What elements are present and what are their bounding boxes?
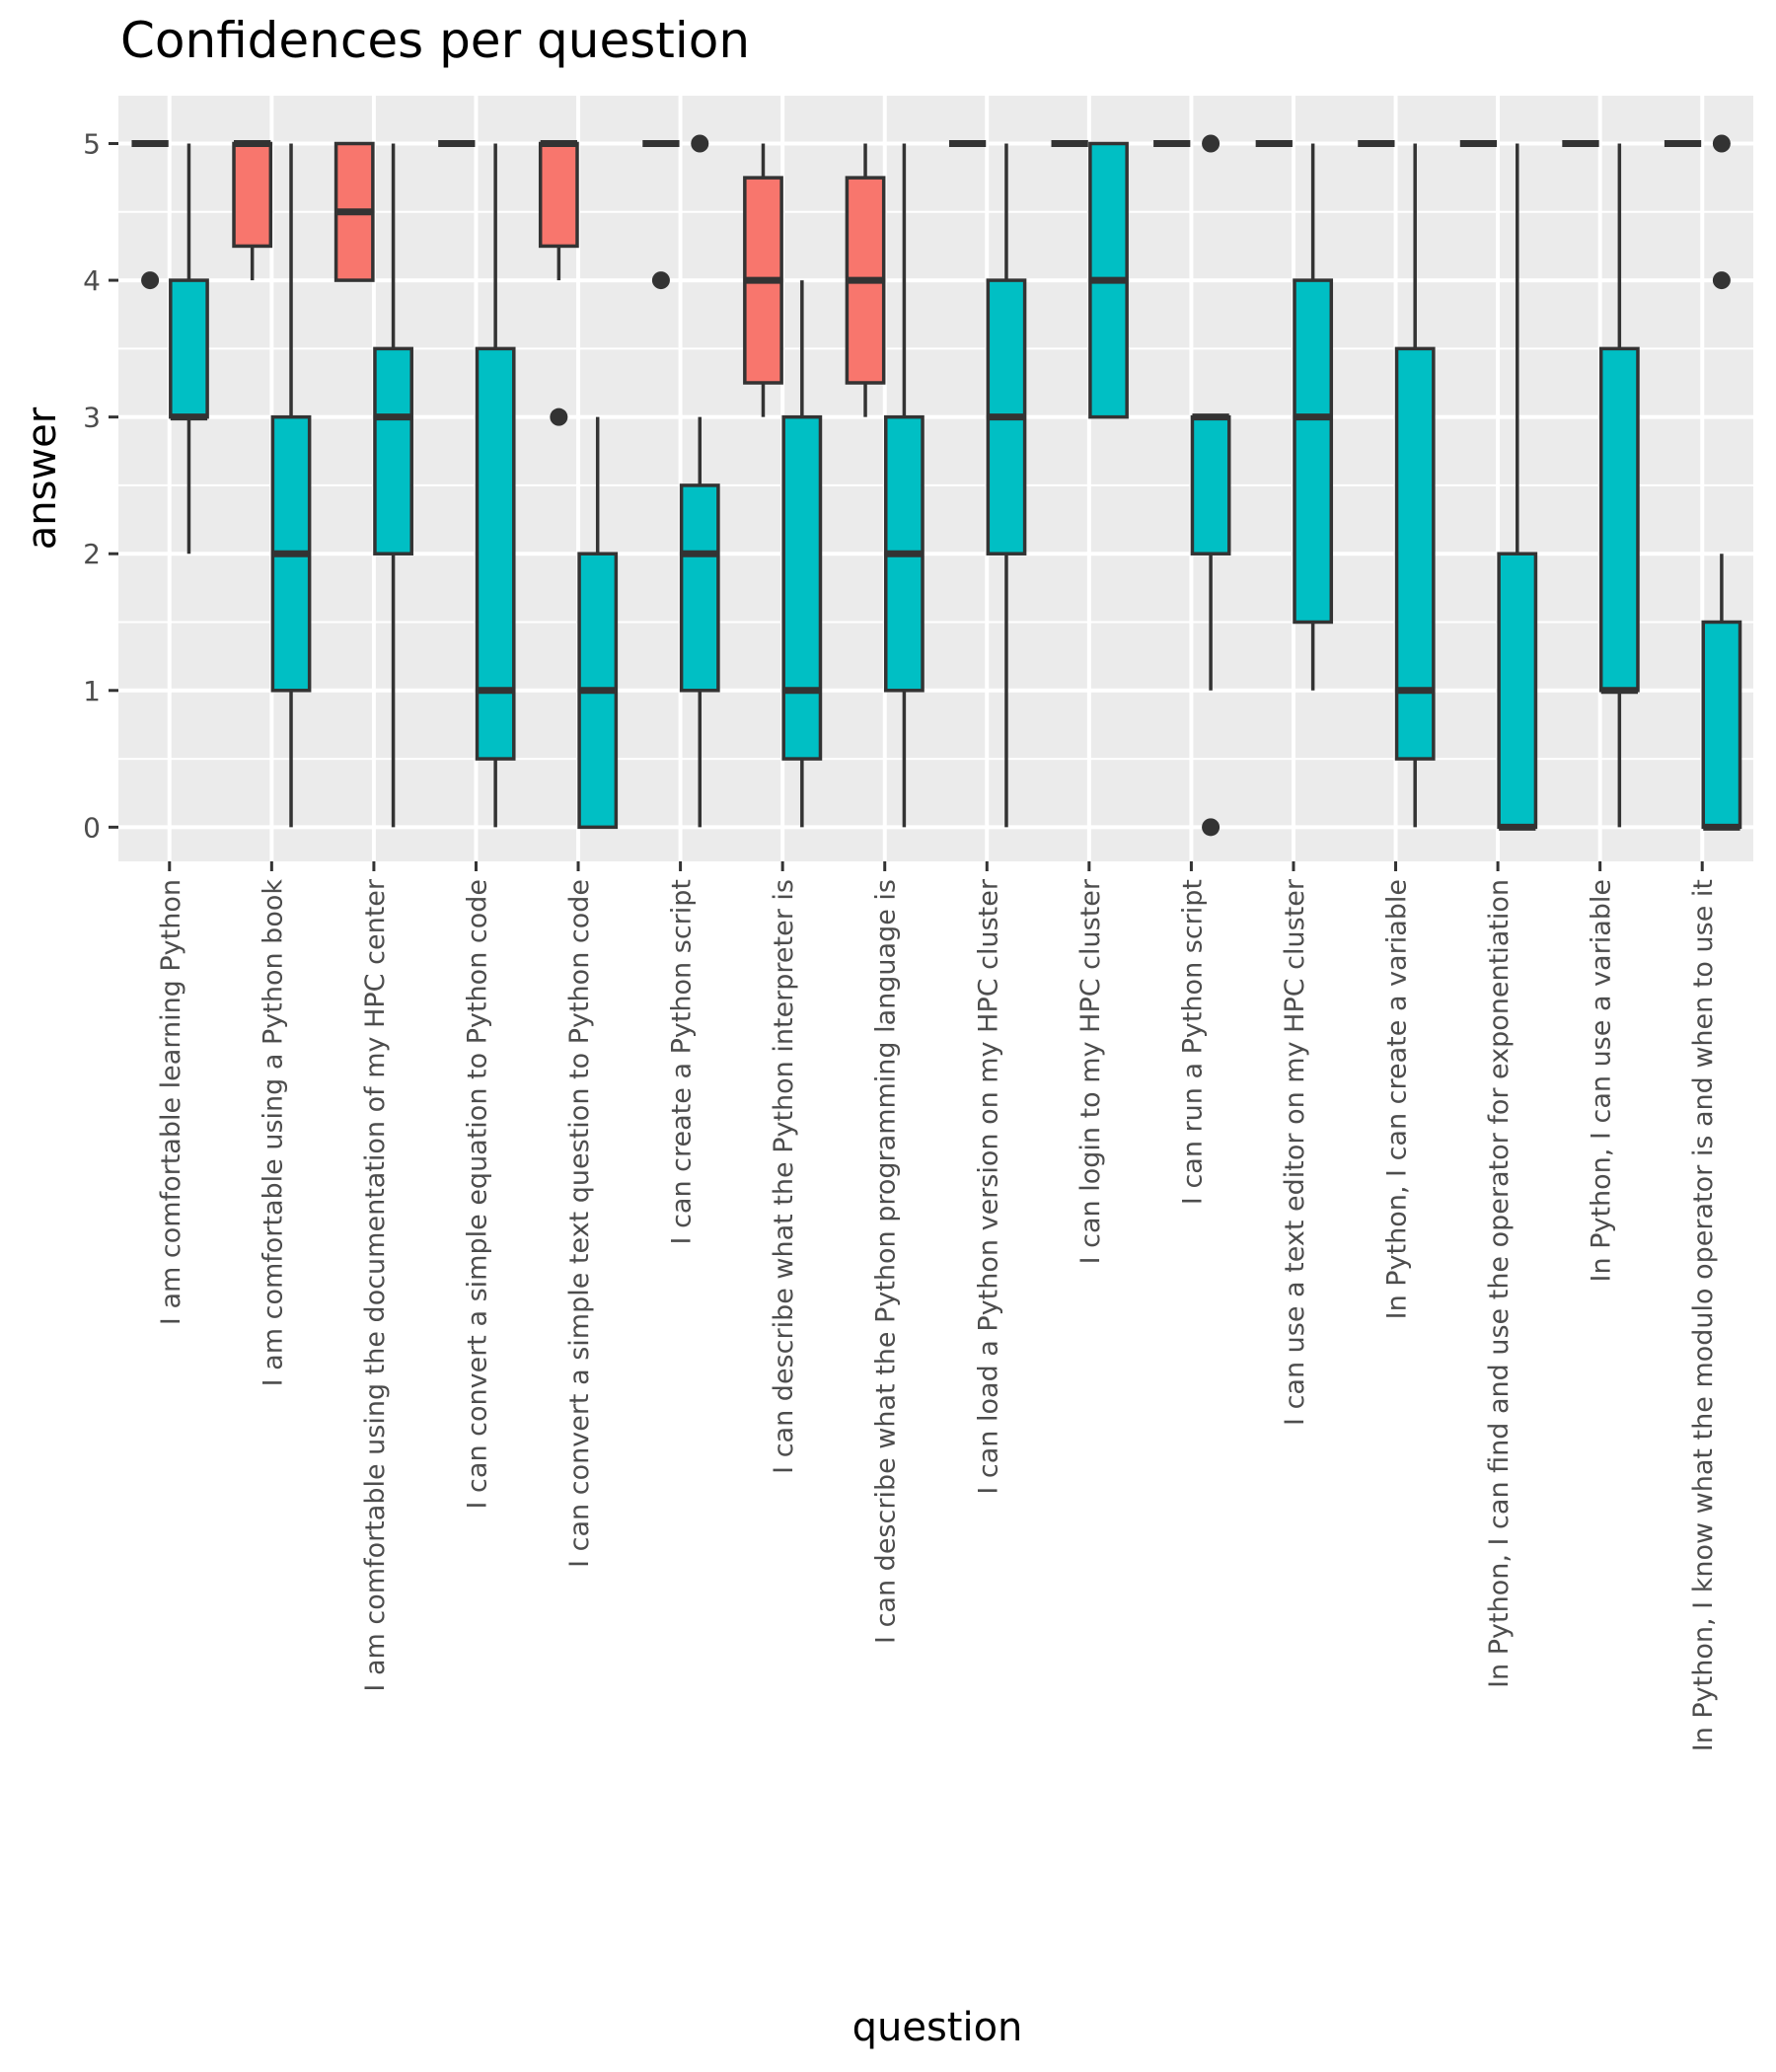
box-iqr [679, 483, 720, 693]
outlier-point [651, 271, 670, 290]
box-group_b [1598, 143, 1640, 828]
box-group_b [884, 143, 925, 828]
box-group_b [1088, 141, 1129, 419]
y-tick-label: 2 [83, 538, 101, 570]
box-group_b [1701, 134, 1742, 831]
chart-title: Confidences per question [120, 12, 750, 69]
box-iqr [232, 141, 273, 249]
box-group_a [642, 140, 680, 290]
outlier-point [141, 271, 160, 290]
box-iqr [1190, 414, 1231, 555]
x-tick-label: I can login to my HPC cluster [1075, 878, 1106, 1264]
box-group_a [538, 140, 579, 426]
y-tick-label: 0 [83, 811, 101, 844]
box-group_a [232, 140, 273, 281]
x-tick-label: I can create a Python script [667, 879, 698, 1244]
x-tick-label: I can describe what the Python programmi… [871, 879, 902, 1644]
x-tick-label: I can use a text editor on my HPC cluste… [1280, 878, 1310, 1426]
box-group_b [373, 143, 413, 828]
x-tick-label: I can run a Python script [1177, 879, 1208, 1205]
box-group_b [986, 143, 1027, 828]
x-tick-label: I am comfortable using a Python book [258, 879, 288, 1387]
boxes [131, 134, 1742, 837]
box-iqr [1394, 346, 1436, 761]
box-group_b [1394, 143, 1436, 828]
box-group_b [577, 416, 619, 830]
x-axis: I am comfortable learning Python I am com… [156, 861, 1719, 1751]
x-tick-label: I can describe what the Python interpret… [769, 879, 799, 1474]
x-tick-label: In Python, I know what the modulo operat… [1688, 879, 1719, 1751]
y-tick-label: 4 [83, 264, 101, 297]
box-iqr [1497, 552, 1538, 830]
box-iqr [475, 346, 516, 761]
outlier-point [1712, 134, 1731, 153]
y-tick-label: 3 [83, 402, 101, 434]
y-tick-label: 5 [83, 128, 101, 161]
outlier-point [550, 407, 568, 426]
box-group_b [1190, 134, 1231, 837]
outlier-point [1202, 134, 1221, 153]
outlier-point [1202, 818, 1221, 837]
box-group_b [1497, 143, 1538, 831]
x-tick-label: I can convert a simple text question to … [564, 879, 595, 1568]
x-tick-label: I am comfortable using the documentation… [360, 878, 391, 1691]
box-iqr [169, 278, 209, 419]
box-iqr [538, 141, 579, 249]
box-group_b [1293, 143, 1334, 691]
y-axis: 0 1 2 3 4 5 [83, 128, 118, 844]
y-axis-title: answer [20, 407, 65, 550]
box-group_b [781, 280, 823, 828]
x-tick-label: I can load a Python version on my HPC cl… [973, 878, 1003, 1495]
box-iqr [1293, 278, 1334, 625]
x-tick-label: In Python, I can use a variable [1587, 879, 1617, 1282]
x-tick-label: In Python, I can create a variable [1382, 879, 1413, 1319]
box-group_a [845, 143, 886, 417]
outlier-point [691, 134, 709, 153]
box-group_a [743, 143, 783, 417]
x-tick-label: I am comfortable learning Python [156, 879, 186, 1325]
box-iqr [373, 346, 413, 555]
box-iqr [1598, 346, 1640, 693]
box-group_b [475, 143, 516, 828]
outlier-point [1712, 271, 1731, 290]
box-group_b [169, 143, 209, 555]
box-group_a [333, 141, 375, 282]
x-axis-title: question [852, 2005, 1023, 2050]
x-tick-label: In Python, I can find and use the operat… [1484, 879, 1515, 1688]
y-tick-label: 1 [83, 675, 101, 707]
x-tick-label: I can convert a simple equation to Pytho… [462, 879, 492, 1509]
box-iqr [781, 414, 823, 761]
box-group_b [679, 134, 720, 828]
box-group_a [131, 140, 169, 290]
box-group_b [270, 143, 312, 828]
box-iqr [1701, 620, 1742, 830]
